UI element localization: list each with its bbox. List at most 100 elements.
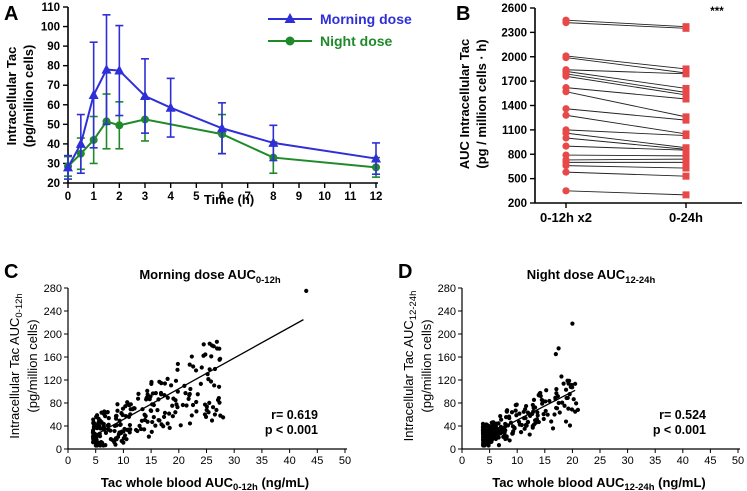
panel-b-ytick-label: 1100 xyxy=(502,125,527,137)
panel-a-ylabel-line2: (pg/million cells) xyxy=(21,45,36,148)
panel-d-data-point xyxy=(543,408,548,414)
panel-d-data-point xyxy=(502,428,507,433)
panel-c-data-point xyxy=(145,419,150,424)
panel-c-data-point xyxy=(209,343,215,348)
panel-b-ytick-label: 1400 xyxy=(501,101,527,113)
panel-b-category-label: 0-12h x2 xyxy=(540,210,592,225)
panel-c-data-point xyxy=(214,407,219,413)
panel-letter-c: C xyxy=(4,261,18,283)
panel-c-data-point xyxy=(145,388,150,393)
panel-b-pair-line xyxy=(565,75,687,96)
panel-c-data-point xyxy=(113,413,119,419)
panel-b-pair-line xyxy=(565,145,687,151)
panel-c-data-point xyxy=(180,402,185,408)
panel-c-data-point xyxy=(136,391,141,396)
panel-c-data-point xyxy=(127,422,133,428)
panel-c-data-point xyxy=(217,357,222,362)
panel-c-ytick-label: 80 xyxy=(50,398,62,410)
panel-b-pair-line xyxy=(565,171,687,177)
panel-d-data-point xyxy=(561,381,566,386)
panel-c-data-point xyxy=(159,392,164,397)
panel-b-category-label: 0-24h xyxy=(669,210,703,225)
panel-c-title: Morning dose AUC0-12h xyxy=(139,267,281,286)
panel-d-ylabel-sub: 12-24h xyxy=(408,291,419,321)
panel-d-xlabel-unit: (ng/mL) xyxy=(655,475,706,490)
panel-d-data-point xyxy=(486,443,491,448)
panel-d-data-point xyxy=(514,413,519,418)
panel-d-data-point xyxy=(554,386,559,392)
panel-c-ytick-label: 0 xyxy=(56,444,62,456)
panel-c-xtick-label: 20 xyxy=(173,455,185,467)
panel-a-point-morning xyxy=(114,65,125,75)
panel-c-data-point xyxy=(94,414,99,419)
panel-c-data-point xyxy=(174,402,179,407)
panel-c-data-point xyxy=(162,381,168,386)
panel-c-data-point xyxy=(207,400,212,406)
panel-c-data-point xyxy=(103,414,108,419)
panel-c-data-point xyxy=(167,425,172,430)
panel-b-pair-line xyxy=(565,57,687,74)
panel-c-p-value: p < 0.001 xyxy=(265,423,318,437)
panel-d-data-point xyxy=(532,418,538,423)
panel-b-point-24h xyxy=(682,164,690,172)
panel-b-point-24h xyxy=(682,65,690,73)
panel-c-data-point xyxy=(190,402,196,408)
panel-c-data-point xyxy=(204,407,209,413)
panel-b-pair-line xyxy=(565,19,687,28)
panel-d-data-point xyxy=(569,407,575,412)
panel-c-data-point xyxy=(135,396,141,401)
panel-c-xlabel-unit: (ng/mL) xyxy=(258,475,309,490)
panel-b-point-12h xyxy=(562,72,570,80)
panel-b-ylabel-line2: (pg / million cells · h) xyxy=(474,39,489,168)
panel-c-data-point xyxy=(150,391,156,396)
panel-c-data-point xyxy=(150,419,155,425)
panel-d-data-point xyxy=(545,412,550,417)
panel-a-ytick-label: 80 xyxy=(47,61,60,73)
panel-d-data-point xyxy=(517,411,522,416)
panel-d-data-point xyxy=(503,421,508,427)
panel-d-data-point xyxy=(498,413,503,419)
panel-c-data-point xyxy=(173,398,178,403)
panel-b-point-12h xyxy=(562,168,570,176)
panel-c-data-point xyxy=(187,362,192,367)
panel-a-xtick-label: 5 xyxy=(193,191,200,203)
panel-d-data-point xyxy=(556,400,561,406)
panel-d-data-point xyxy=(517,422,522,427)
panel-d-data-point xyxy=(521,409,526,414)
panel-d-xtick-label: 30 xyxy=(621,455,633,467)
panel-d-data-point xyxy=(563,419,569,424)
panel-d-data-point xyxy=(550,426,556,431)
panel-b-pair-line xyxy=(565,132,687,149)
panel-c-data-point xyxy=(187,391,192,397)
panel-c-data-point xyxy=(101,443,106,448)
panel-d-ylabel-line1: Intracellular Tac AUC12-24h xyxy=(401,291,419,442)
panel-c-data-point xyxy=(139,418,144,423)
panel-b-point-12h xyxy=(562,111,570,119)
panel-c-data-point xyxy=(201,353,206,358)
panel-d-data-point xyxy=(525,420,531,425)
panel-a-xtick-label: 7 xyxy=(244,191,250,203)
panel-c-data-point xyxy=(151,415,156,420)
panel-c-data-point xyxy=(189,354,194,359)
panel-c-data-point xyxy=(142,427,147,432)
panel-c-data-point xyxy=(99,410,104,415)
panel-d-data-point xyxy=(567,423,573,428)
panel-c-data-point xyxy=(95,443,100,448)
panel-b-pair-line xyxy=(565,114,687,135)
panel-c-ylabel-main: Intracellular Tac AUC xyxy=(7,318,22,439)
panel-c-ytick-label: 240 xyxy=(44,306,62,318)
panel-d-data-point xyxy=(522,426,527,431)
panel-d-data-point xyxy=(509,410,515,415)
panel-a-xtick-label: 9 xyxy=(296,191,302,203)
panel-c-data-point xyxy=(155,408,160,413)
panel-d-data-point xyxy=(490,434,495,440)
panel-a-xtick-label: 6 xyxy=(219,191,225,203)
panel-b-point-12h xyxy=(562,53,570,62)
panel-d-data-point xyxy=(513,402,518,408)
panel-c-data-point xyxy=(214,339,219,344)
panel-b-point-12h xyxy=(562,19,570,27)
panel-d-ytick-label: 160 xyxy=(438,352,456,364)
panel-a-xtick-label: 11 xyxy=(344,191,357,203)
panel-d-data-point xyxy=(499,417,504,422)
